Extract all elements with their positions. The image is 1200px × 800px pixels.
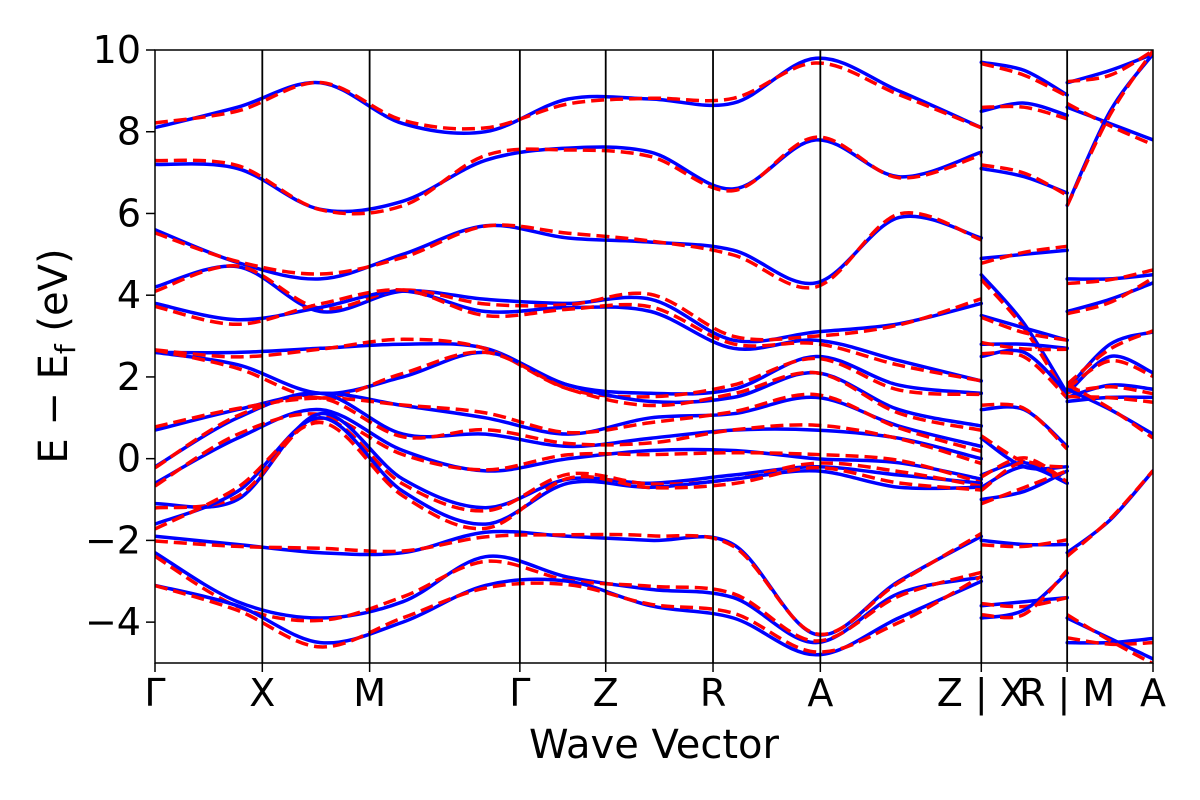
- band-line-dashed: [1066, 276, 1153, 316]
- x-tick-label: Z: [593, 671, 619, 715]
- band-lines: [155, 50, 1153, 663]
- x-tick-label: R | M: [1019, 671, 1115, 716]
- y-tick-label: −2: [85, 518, 141, 562]
- band-line-dashed: [981, 595, 1068, 609]
- x-tick-label: A: [807, 671, 833, 715]
- band-line-solid: [155, 416, 984, 526]
- y-axis-title: E − Ef (eV): [31, 248, 82, 463]
- band-line-solid: [979, 273, 1069, 396]
- y-tick-label: 10: [93, 28, 141, 72]
- band-line-dashed: [1066, 102, 1153, 147]
- y-axis-title-subscript: f: [49, 343, 82, 354]
- band-line-solid: [979, 465, 1069, 490]
- band-line-dashed: [1066, 329, 1153, 386]
- band-line-solid: [155, 56, 984, 136]
- y-tick-label: 2: [117, 355, 141, 399]
- band-line-dashed: [155, 135, 982, 216]
- y-axis-title-main: E − E: [31, 354, 77, 464]
- y-axis: −4 −2 0 2 4 6 8 10: [85, 28, 155, 644]
- y-tick-label: −4: [85, 600, 141, 644]
- plot-frame: [154, 49, 1154, 664]
- band-line-dashed: [981, 538, 1068, 549]
- x-axis-title: Wave Vector: [529, 722, 780, 768]
- band-line-solid: [155, 577, 984, 657]
- x-tick-label: Γ: [144, 671, 165, 715]
- x-tick-label: Z | X: [937, 671, 1026, 716]
- band-line-solid: [155, 264, 984, 344]
- band-line-dashed: [981, 350, 1069, 400]
- x-tick-label: Γ: [509, 671, 530, 715]
- band-line-dashed: [1066, 469, 1153, 558]
- y-tick-label: 4: [117, 273, 141, 317]
- band-line-solid: [1065, 281, 1153, 314]
- band-line-dashed: [981, 402, 1069, 451]
- y-tick-label: 8: [117, 110, 141, 154]
- band-line-dashed: [980, 61, 1068, 98]
- plot-area: [155, 50, 1153, 663]
- band-line-dashed: [155, 337, 982, 399]
- band-line-dashed: [981, 569, 1069, 620]
- band-line-dashed: [980, 469, 1068, 506]
- band-line-dashed: [1067, 394, 1153, 404]
- band-line-solid: [155, 391, 984, 469]
- band-line-solid: [979, 101, 1069, 118]
- band-line-dashed: [155, 395, 982, 470]
- y-axis-title-unit: (eV): [31, 248, 77, 344]
- x-tick-label: M: [353, 671, 386, 715]
- band-line-solid: [1065, 105, 1153, 142]
- band-line-solid: [979, 538, 1069, 547]
- band-line-dashed: [980, 315, 1068, 342]
- band-line-dashed: [1066, 50, 1153, 84]
- band-line-solid: [155, 407, 984, 485]
- band-line-solid: [979, 248, 1069, 261]
- band-line-solid: [1065, 354, 1153, 396]
- band-line-dashed: [1066, 613, 1153, 663]
- band-line-dashed: [1067, 268, 1153, 286]
- high-symmetry-lines: [261, 50, 1069, 663]
- band-line-dashed: [155, 288, 982, 383]
- band-line-dashed: [155, 420, 982, 531]
- band-line-dashed: [155, 531, 983, 637]
- band-line-dashed: [1066, 636, 1153, 647]
- band-line-dashed: [1065, 50, 1153, 207]
- x-axis: Γ X M Γ Z R A Z | XR | M A: [144, 663, 1166, 716]
- band-line-dashed: [980, 163, 1069, 197]
- band-line-dashed: [1066, 359, 1153, 390]
- band-line-dashed: [980, 244, 1068, 265]
- band-line-dashed: [155, 412, 982, 488]
- band-line-solid: [979, 60, 1069, 97]
- band-line-solid: [1065, 616, 1153, 661]
- band-line-dashed: [981, 104, 1068, 121]
- band-line-dashed: [155, 211, 982, 290]
- band-line-solid: [155, 350, 984, 428]
- x-tick-label: X: [249, 671, 275, 715]
- band-line-dashed: [155, 61, 982, 131]
- x-tick-label: A: [1140, 671, 1166, 715]
- x-tick-label: R: [700, 671, 726, 715]
- band-line-dashed: [981, 340, 1068, 352]
- band-line-dashed: [155, 416, 982, 513]
- y-tick-label: 6: [117, 191, 141, 235]
- y-tick-label: 0: [117, 437, 141, 481]
- band-line-dashed: [1066, 382, 1153, 440]
